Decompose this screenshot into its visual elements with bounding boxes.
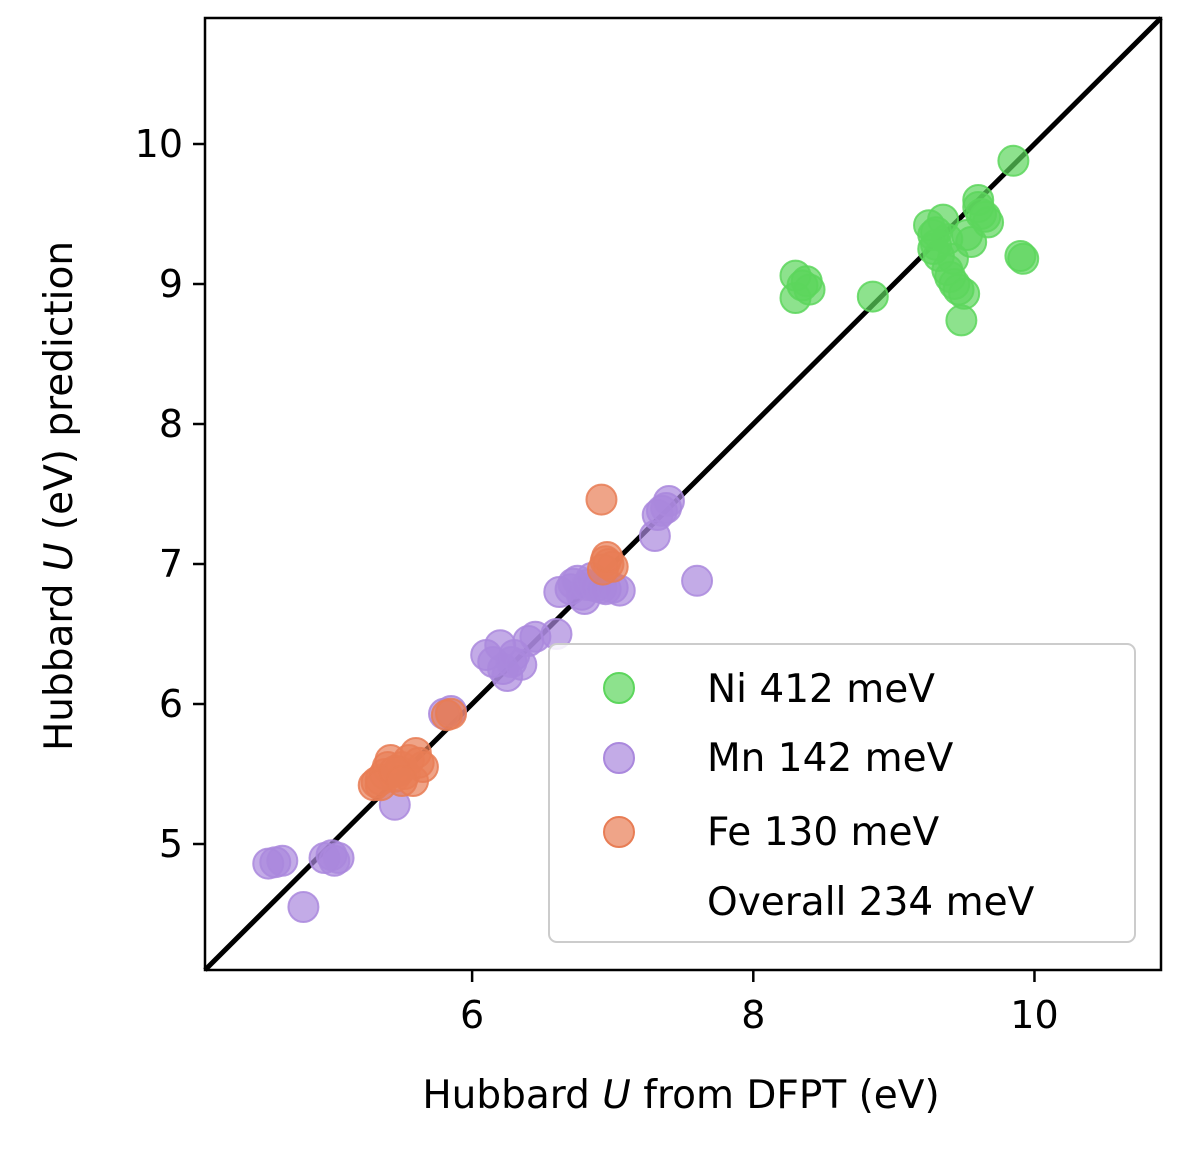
x-axis-label: Hubbard U from DFPT (eV) xyxy=(422,1073,939,1118)
legend: Ni 412 meV Mn 142 meV Fe 130 meV Overall… xyxy=(548,643,1136,943)
legend-marker-ni xyxy=(603,672,635,704)
data-point xyxy=(786,269,819,302)
y-tick-label: 6 xyxy=(159,682,183,726)
data-point xyxy=(948,277,981,310)
legend-label-overall: Overall 234 meV xyxy=(707,880,1035,925)
series-mn xyxy=(252,485,714,923)
data-point xyxy=(1007,242,1040,275)
legend-label-mn: Mn 142 meV xyxy=(707,736,954,781)
y-tick-label: 5 xyxy=(159,822,183,866)
data-point xyxy=(287,891,320,923)
points-layer xyxy=(252,144,1040,923)
legend-label-fe: Fe 130 meV xyxy=(707,810,940,855)
data-point xyxy=(681,564,714,597)
data-point xyxy=(997,144,1030,177)
y-axis-label: Hubbard U (eV) prediction xyxy=(37,241,82,751)
data-point xyxy=(435,697,468,730)
data-point xyxy=(591,541,624,573)
legend-marker-fe xyxy=(603,816,635,848)
x-tick-label: 6 xyxy=(460,993,484,1037)
data-point xyxy=(266,844,299,877)
data-point xyxy=(585,483,618,516)
data-point xyxy=(945,304,978,337)
series-ni xyxy=(779,144,1040,337)
legend-label-ni: Ni 412 meV xyxy=(707,667,935,712)
x-tick-label: 8 xyxy=(741,993,765,1037)
series-fe xyxy=(357,483,629,802)
x-tick-label: 10 xyxy=(1010,993,1058,1037)
data-point xyxy=(385,765,418,797)
data-point xyxy=(856,280,889,313)
legend-box xyxy=(548,643,1136,943)
data-point xyxy=(322,842,355,874)
plot-frame xyxy=(203,16,1163,972)
y-tick-label: 9 xyxy=(159,262,183,306)
y-tick-label: 10 xyxy=(135,122,183,166)
ticks-layer: 6 8 10 5 6 7 8 9 10 xyxy=(135,122,1059,1037)
data-point xyxy=(917,233,950,265)
data-point xyxy=(962,184,995,216)
y-tick-label: 8 xyxy=(159,402,183,446)
data-point xyxy=(652,485,685,517)
legend-marker-mn xyxy=(603,742,635,774)
y-tick-label: 7 xyxy=(159,542,183,586)
